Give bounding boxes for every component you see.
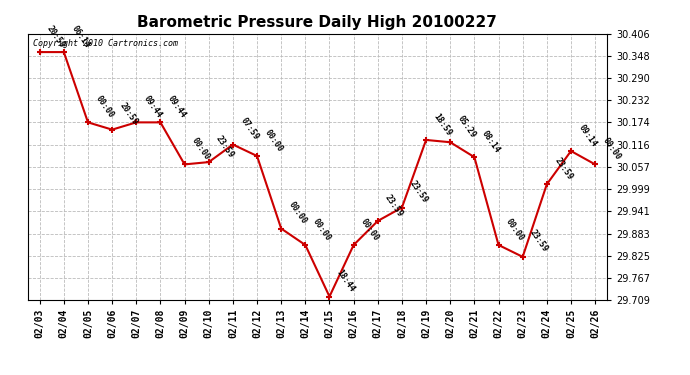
- Text: 23:59: 23:59: [408, 179, 429, 205]
- Text: 20:59: 20:59: [118, 101, 139, 127]
- Text: 09:44: 09:44: [142, 94, 164, 120]
- Text: 06:14: 06:14: [70, 24, 91, 49]
- Text: 00:00: 00:00: [263, 128, 284, 153]
- Text: 05:29: 05:29: [456, 114, 477, 140]
- Text: 18:44: 18:44: [335, 268, 357, 294]
- Text: Barometric Pressure Daily High 20100227: Barometric Pressure Daily High 20100227: [137, 15, 497, 30]
- Text: 07:59: 07:59: [239, 116, 260, 142]
- Text: 00:00: 00:00: [287, 200, 308, 226]
- Text: 18:59: 18:59: [432, 111, 453, 137]
- Text: 23:59: 23:59: [529, 228, 550, 254]
- Text: 00:00: 00:00: [504, 217, 526, 242]
- Text: 08:14: 08:14: [480, 129, 502, 154]
- Text: 09:44: 09:44: [166, 94, 188, 120]
- Text: 23:59: 23:59: [384, 192, 405, 218]
- Text: 00:00: 00:00: [601, 136, 622, 162]
- Text: 23:59: 23:59: [553, 156, 574, 182]
- Text: Copyright 2010 Cartronics.com: Copyright 2010 Cartronics.com: [33, 39, 179, 48]
- Text: 09:14: 09:14: [577, 123, 598, 148]
- Text: 00:00: 00:00: [359, 217, 381, 242]
- Text: 00:00: 00:00: [190, 136, 212, 162]
- Text: 00:00: 00:00: [94, 94, 115, 120]
- Text: 23:59: 23:59: [215, 134, 236, 159]
- Text: 00:00: 00:00: [311, 217, 333, 242]
- Text: 20:59: 20:59: [46, 24, 67, 49]
